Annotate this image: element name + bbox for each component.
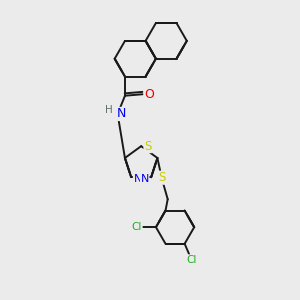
Text: O: O [144,88,154,101]
Text: S: S [159,171,166,184]
Text: H: H [106,105,113,116]
Text: S: S [144,140,151,153]
Text: N: N [134,173,142,184]
Text: Cl: Cl [132,222,142,232]
Text: Cl: Cl [187,255,197,265]
Text: N: N [140,173,149,184]
Text: N: N [116,107,126,121]
